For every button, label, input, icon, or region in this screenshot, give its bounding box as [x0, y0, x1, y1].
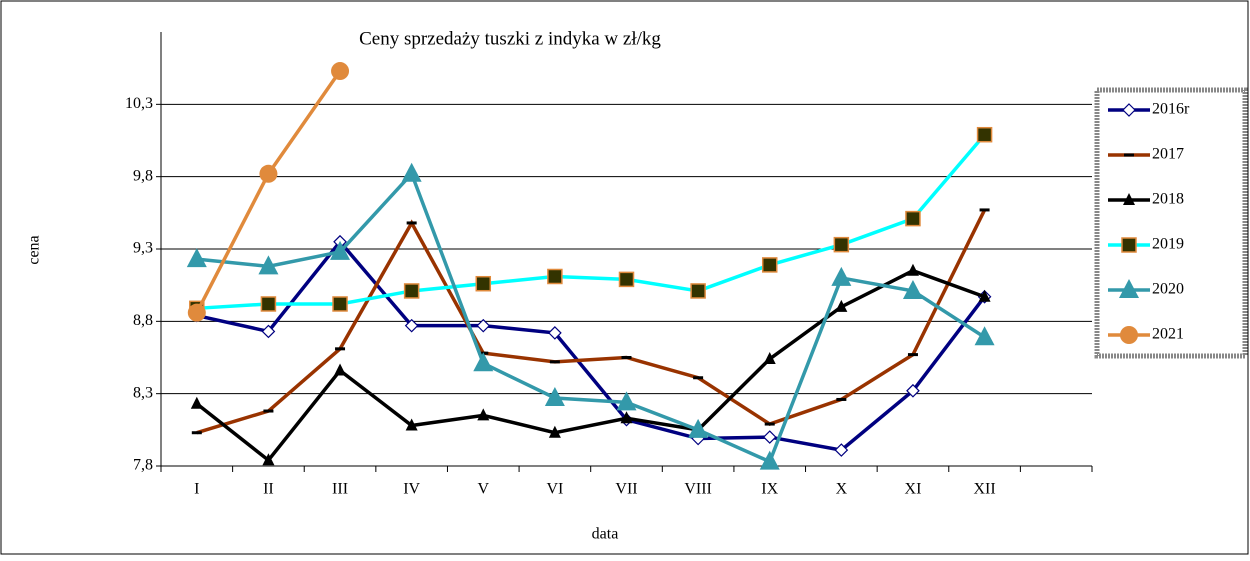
legend-label: 2016r — [1152, 101, 1190, 118]
series-line — [195, 268, 986, 463]
marker — [406, 221, 417, 225]
marker — [405, 418, 418, 431]
marker — [186, 248, 207, 268]
marker — [262, 453, 275, 466]
x-tick-label: IX — [761, 481, 778, 498]
x-tick-label: II — [263, 481, 274, 498]
marker — [1122, 103, 1136, 117]
marker — [330, 240, 351, 260]
marker — [1123, 193, 1135, 205]
marker — [761, 257, 778, 273]
marker — [1120, 326, 1138, 344]
y-tick-label: 7,8 — [133, 457, 153, 474]
legend-label: 2021 — [1152, 326, 1184, 343]
x-tick-label: X — [836, 481, 848, 498]
marker — [620, 411, 633, 424]
marker — [190, 396, 203, 409]
marker — [1119, 279, 1139, 298]
marker — [693, 376, 704, 380]
marker — [260, 296, 277, 312]
marker — [616, 391, 637, 411]
marker — [835, 299, 848, 312]
marker — [1124, 153, 1134, 157]
marker — [473, 352, 494, 372]
marker — [475, 275, 492, 292]
marker — [191, 431, 202, 435]
marker — [764, 422, 775, 426]
marker — [906, 263, 919, 276]
marker — [974, 326, 995, 346]
x-tick-label: VI — [546, 481, 563, 498]
marker — [263, 409, 274, 413]
marker — [476, 318, 491, 333]
legend-box — [1094, 87, 1248, 359]
x-tick-label: VII — [615, 481, 637, 498]
marker — [404, 318, 419, 333]
series-line — [196, 133, 986, 311]
marker — [762, 430, 777, 444]
marker — [833, 236, 850, 253]
x-tick-label: XI — [905, 481, 922, 498]
legend-label: 2020 — [1152, 281, 1184, 298]
marker — [331, 62, 350, 81]
x-tick-label: XII — [973, 481, 995, 498]
marker — [834, 443, 849, 457]
marker — [334, 363, 347, 376]
marker — [688, 418, 709, 438]
marker — [548, 425, 561, 438]
marker — [902, 279, 923, 299]
marker — [335, 347, 346, 351]
marker — [905, 210, 921, 227]
marker — [976, 126, 993, 143]
series-line — [196, 209, 987, 435]
legend-label: 2018 — [1152, 191, 1184, 208]
x-tick-label: IV — [403, 481, 420, 498]
marker — [690, 283, 706, 299]
marker — [547, 268, 563, 285]
marker — [403, 283, 420, 299]
legend-label: 2019 — [1152, 236, 1184, 253]
marker — [549, 360, 560, 364]
x-tick-label: III — [332, 481, 348, 498]
marker — [261, 324, 276, 339]
marker — [544, 387, 565, 407]
marker — [836, 397, 847, 401]
marker — [979, 208, 990, 212]
y-tick-label: 9,3 — [133, 240, 153, 257]
marker — [401, 162, 422, 182]
marker — [906, 383, 920, 398]
legend-label: 2017 — [1152, 146, 1184, 163]
x-tick-label: V — [477, 481, 489, 498]
marker — [618, 271, 635, 288]
marker — [477, 408, 490, 421]
marker — [759, 450, 780, 470]
series-line — [196, 170, 986, 465]
marker — [258, 255, 279, 275]
marker — [763, 351, 776, 364]
y-tick-label: 10,3 — [125, 95, 153, 112]
chart-title: Ceny sprzedaży tuszki z indyka w zł/kg — [359, 28, 661, 49]
marker — [259, 164, 278, 183]
series-line — [196, 239, 986, 452]
x-tick-label: I — [194, 481, 199, 498]
marker — [621, 356, 632, 359]
marker — [332, 296, 348, 312]
marker — [831, 266, 852, 286]
marker — [548, 326, 562, 340]
marker — [1121, 237, 1137, 253]
x-axis-label: data — [592, 526, 619, 543]
y-tick-label: 8,3 — [133, 384, 153, 401]
marker — [978, 289, 991, 302]
marker — [187, 303, 206, 322]
y-tick-label: 8,8 — [133, 312, 153, 329]
y-tick-label: 9,8 — [133, 167, 153, 184]
y-axis-label: cena — [26, 235, 43, 264]
marker — [907, 353, 918, 357]
x-tick-label: VIII — [684, 481, 712, 498]
